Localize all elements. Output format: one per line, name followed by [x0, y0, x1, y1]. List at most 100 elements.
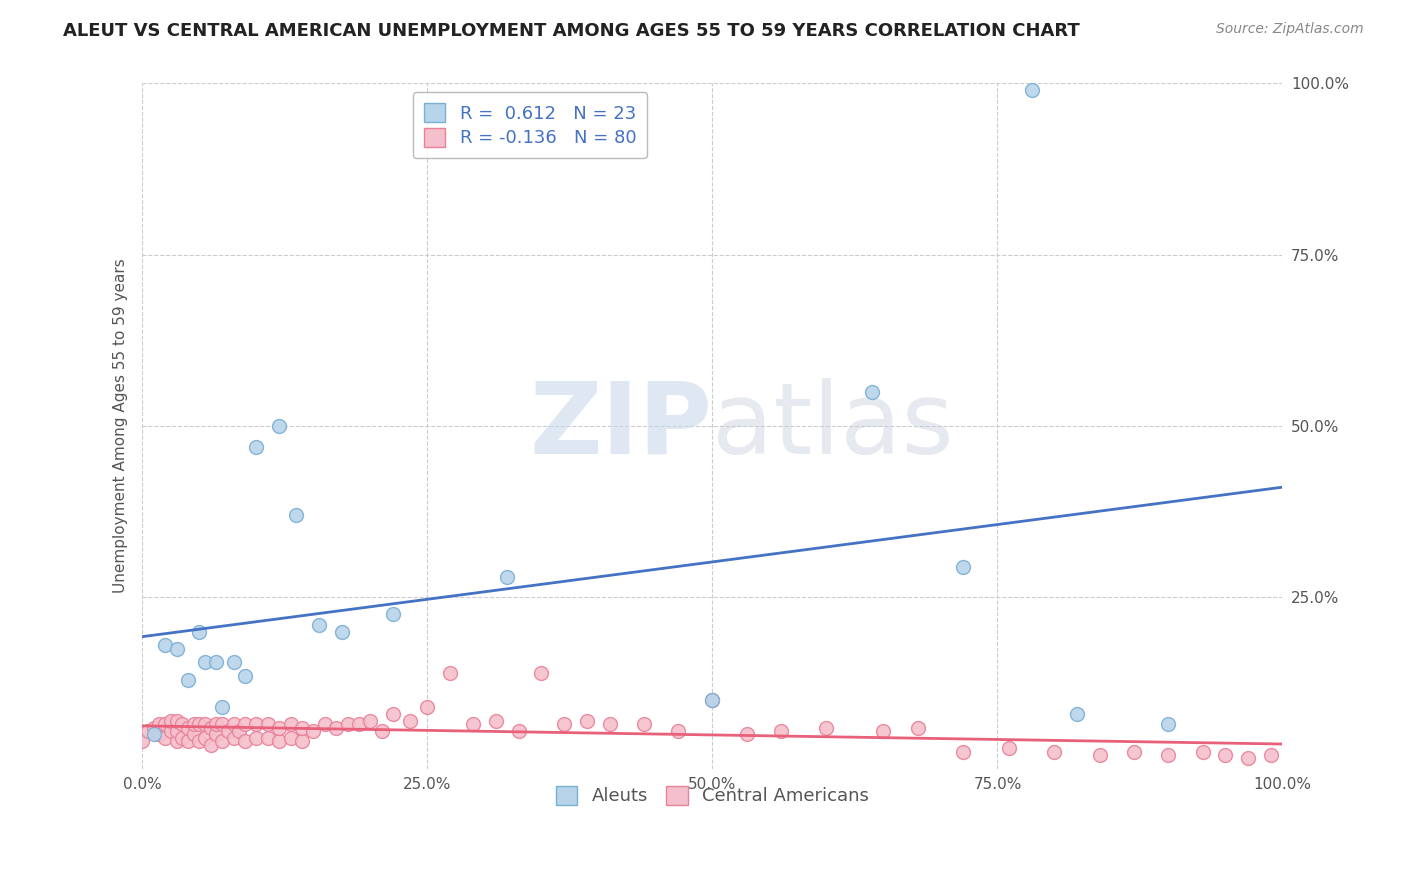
- Point: [285, 508, 308, 522]
- Point: [245, 731, 267, 745]
- Point: [314, 717, 336, 731]
- Point: [485, 714, 508, 728]
- Point: [1237, 751, 1260, 765]
- Point: [153, 731, 176, 745]
- Text: ALEUT VS CENTRAL AMERICAN UNEMPLOYMENT AMONG AGES 55 TO 59 YEARS CORRELATION CHA: ALEUT VS CENTRAL AMERICAN UNEMPLOYMENT A…: [63, 22, 1080, 40]
- Point: [347, 717, 370, 731]
- Point: [336, 717, 359, 731]
- Point: [371, 723, 394, 738]
- Point: [382, 706, 405, 721]
- Point: [159, 714, 181, 728]
- Point: [188, 624, 211, 639]
- Point: [148, 717, 170, 731]
- Point: [860, 384, 883, 399]
- Point: [1088, 747, 1111, 762]
- Point: [256, 731, 278, 745]
- Point: [325, 721, 347, 735]
- Point: [177, 673, 200, 687]
- Point: [183, 717, 205, 731]
- Point: [188, 717, 211, 731]
- Point: [269, 419, 291, 434]
- Point: [1021, 83, 1043, 97]
- Point: [1123, 745, 1146, 759]
- Point: [228, 723, 250, 738]
- Point: [222, 717, 245, 731]
- Point: [233, 717, 256, 731]
- Point: [153, 638, 176, 652]
- Point: [330, 624, 353, 639]
- Point: [245, 440, 267, 454]
- Point: [1157, 747, 1180, 762]
- Point: [1157, 717, 1180, 731]
- Point: [177, 721, 200, 735]
- Point: [200, 738, 222, 752]
- Point: [217, 723, 239, 738]
- Point: [291, 734, 314, 748]
- Point: [131, 734, 153, 748]
- Point: [222, 656, 245, 670]
- Point: [136, 723, 159, 738]
- Point: [359, 714, 381, 728]
- Text: atlas: atlas: [713, 377, 955, 475]
- Point: [952, 559, 974, 574]
- Point: [416, 700, 439, 714]
- Point: [159, 723, 181, 738]
- Point: [872, 723, 894, 738]
- Point: [439, 665, 461, 680]
- Point: [269, 734, 291, 748]
- Point: [280, 717, 302, 731]
- Point: [194, 656, 217, 670]
- Point: [166, 714, 188, 728]
- Point: [633, 717, 655, 731]
- Point: [211, 717, 233, 731]
- Point: [142, 727, 165, 741]
- Point: [461, 717, 484, 731]
- Point: [172, 717, 194, 731]
- Point: [308, 617, 330, 632]
- Point: [194, 717, 217, 731]
- Point: [1191, 745, 1213, 759]
- Point: [575, 714, 598, 728]
- Point: [280, 731, 302, 745]
- Point: [599, 717, 621, 731]
- Point: [769, 723, 792, 738]
- Point: [666, 723, 689, 738]
- Point: [496, 570, 519, 584]
- Point: [702, 693, 724, 707]
- Point: [177, 734, 200, 748]
- Point: [907, 721, 929, 735]
- Text: Source: ZipAtlas.com: Source: ZipAtlas.com: [1216, 22, 1364, 37]
- Point: [205, 717, 228, 731]
- Point: [530, 665, 553, 680]
- Point: [399, 714, 422, 728]
- Point: [998, 741, 1021, 756]
- Point: [952, 745, 974, 759]
- Point: [233, 734, 256, 748]
- Point: [1066, 706, 1088, 721]
- Point: [1215, 747, 1237, 762]
- Text: ZIP: ZIP: [530, 377, 713, 475]
- Point: [188, 734, 211, 748]
- Point: [382, 607, 405, 622]
- Point: [508, 723, 530, 738]
- Point: [291, 721, 314, 735]
- Point: [211, 700, 233, 714]
- Point: [222, 731, 245, 745]
- Point: [200, 721, 222, 735]
- Point: [302, 723, 325, 738]
- Point: [142, 721, 165, 735]
- Point: [269, 721, 291, 735]
- Point: [153, 717, 176, 731]
- Point: [553, 717, 575, 731]
- Point: [211, 734, 233, 748]
- Point: [166, 641, 188, 656]
- Point: [183, 727, 205, 741]
- Point: [172, 731, 194, 745]
- Legend: Aleuts, Central Americans: Aleuts, Central Americans: [547, 777, 879, 814]
- Point: [205, 727, 228, 741]
- Point: [1260, 747, 1282, 762]
- Point: [148, 727, 170, 741]
- Point: [205, 656, 228, 670]
- Point: [233, 669, 256, 683]
- Y-axis label: Unemployment Among Ages 55 to 59 years: Unemployment Among Ages 55 to 59 years: [114, 259, 128, 593]
